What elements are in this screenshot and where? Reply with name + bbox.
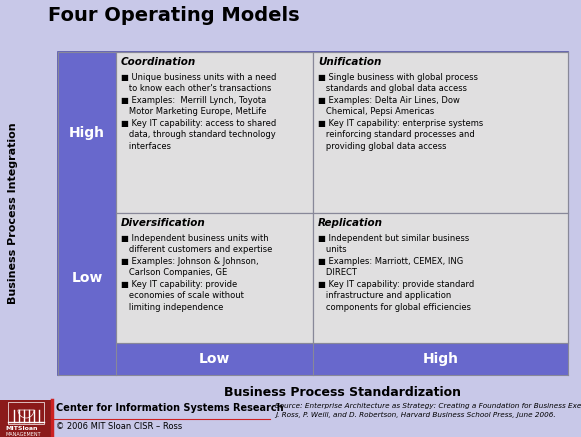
Text: © 2006 MIT Sloan CISR – Ross: © 2006 MIT Sloan CISR – Ross bbox=[56, 422, 182, 431]
Text: Unification: Unification bbox=[318, 57, 381, 67]
Text: Replication: Replication bbox=[318, 218, 383, 228]
Bar bbox=[313, 52, 568, 213]
Text: Business Process Integration: Business Process Integration bbox=[8, 123, 18, 304]
Text: ■ Independent business units with
   different customers and expertise
■ Example: ■ Independent business units with differ… bbox=[121, 234, 272, 312]
Bar bbox=[58, 52, 568, 375]
Bar bbox=[8, 402, 44, 424]
Text: Coordination: Coordination bbox=[121, 57, 196, 67]
Text: ■ Single business with global process
   standards and global data access
■ Exam: ■ Single business with global process st… bbox=[318, 73, 483, 151]
Text: MITSloan: MITSloan bbox=[5, 426, 38, 431]
Bar bbox=[116, 343, 313, 375]
Text: Four Operating Models: Four Operating Models bbox=[48, 6, 300, 25]
Text: High: High bbox=[69, 125, 105, 139]
Bar bbox=[116, 213, 313, 343]
Text: High: High bbox=[422, 352, 458, 366]
Text: Low: Low bbox=[71, 271, 103, 285]
Bar bbox=[58, 52, 116, 213]
Text: ■ Independent but similar business
   units
■ Examples: Marriott, CEMEX, ING
   : ■ Independent but similar business units… bbox=[318, 234, 474, 312]
Text: Low: Low bbox=[199, 352, 230, 366]
Bar bbox=[0, 400, 52, 437]
Bar bbox=[58, 213, 116, 343]
Bar bbox=[58, 343, 116, 375]
Bar bbox=[116, 52, 313, 213]
Bar bbox=[313, 343, 568, 375]
Text: Diversification: Diversification bbox=[121, 218, 206, 228]
Text: Business Process Standardization: Business Process Standardization bbox=[224, 385, 461, 399]
Text: MANAGEMENT: MANAGEMENT bbox=[5, 432, 41, 437]
Bar bbox=[313, 213, 568, 343]
Text: Center for Information Systems Research: Center for Information Systems Research bbox=[56, 403, 284, 413]
Text: Source: Enterprise Architecture as Strategy: Creating a Foundation for Business : Source: Enterprise Architecture as Strat… bbox=[275, 403, 581, 418]
Text: ■ Unique business units with a need
   to know each other's transactions
■ Examp: ■ Unique business units with a need to k… bbox=[121, 73, 277, 151]
